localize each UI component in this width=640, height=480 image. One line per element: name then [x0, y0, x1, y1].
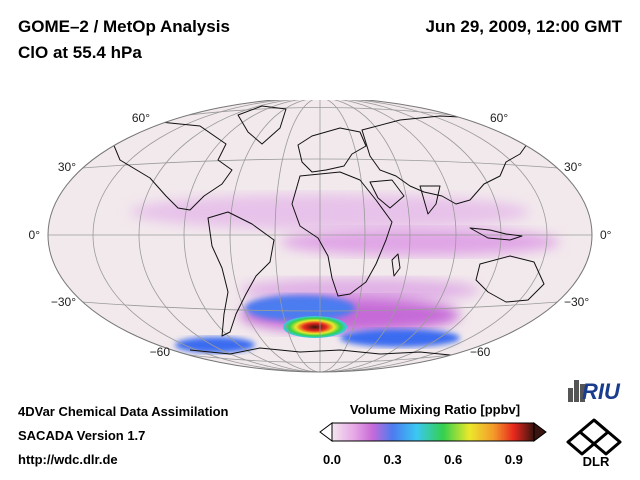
analysis-timestamp: Jun 29, 2009, 12:00 GMT	[425, 17, 622, 36]
colorbar	[319, 422, 547, 442]
world-map: 60° 30° 0° −30° −60 60° 30° 0° −30° −60	[0, 97, 640, 380]
coast-madagascar	[391, 253, 401, 277]
equatorial-band	[280, 228, 560, 256]
vortex-blue-far-west	[175, 337, 255, 353]
colorbar-tick-0: 0.0	[322, 452, 342, 467]
coast-europe	[297, 127, 367, 173]
footer-url[interactable]: http://wdc.dlr.de	[18, 452, 118, 467]
title-line-2: ClO at 55.4 hPa	[18, 43, 142, 62]
meridian-30	[274, 98, 366, 372]
vortex-blue-east	[340, 329, 460, 347]
vortex-blue-west	[245, 295, 355, 321]
hammer-projection-map: 60° 30° 0° −30° −60 60° 30° 0° −30° −60	[29, 97, 612, 373]
coast-africa	[291, 171, 393, 297]
title-line-1: GOME–2 / MetOp Analysis	[18, 17, 230, 36]
meridian-150	[92, 98, 548, 372]
riu-logo: RIU	[568, 379, 621, 404]
coast-south-america	[207, 211, 275, 337]
dlr-logo: DLR	[566, 418, 622, 468]
colorbar-gradient	[331, 422, 535, 442]
footer-assimilation: 4DVar Chemical Data Assimilation	[18, 404, 229, 419]
lat-label-west-0: 0°	[29, 228, 41, 242]
meridian-60	[229, 98, 411, 372]
lat-label-west-60n: 60°	[132, 111, 150, 125]
coast-australia	[475, 255, 545, 303]
coast-indonesia	[469, 227, 523, 241]
lat-label-west-30s: −30°	[51, 295, 76, 309]
lat-label-east-30s: −30°	[564, 295, 589, 309]
colorbar-tick-2: 0.6	[444, 452, 463, 467]
latitude-labels-west: 60° 30° 0° −30° −60	[29, 111, 171, 359]
coast-antarctica	[189, 347, 481, 357]
coast-arabia	[369, 179, 405, 209]
lat-label-east-60n: 60°	[490, 111, 508, 125]
colorbar-min-arrow	[319, 422, 333, 442]
coast-north-america	[109, 121, 233, 211]
clo-field	[130, 194, 560, 353]
colorbar-title: Volume Mixing Ratio [ppbv]	[349, 402, 521, 417]
riu-logo-text: RIU	[582, 379, 621, 404]
colorbar-max-arrow	[533, 422, 547, 442]
clo-hotspot	[283, 316, 347, 338]
lat-label-east-60s: −60	[470, 345, 491, 359]
coast-india	[419, 185, 441, 215]
footer-version: SACADA Version 1.7	[18, 428, 146, 443]
lat-label-east-0: 0°	[600, 228, 612, 242]
meridian-120	[138, 98, 502, 372]
tropical-band	[130, 194, 530, 230]
colorbar-tick-1: 0.3	[383, 452, 402, 467]
coast-greenland	[237, 105, 287, 145]
lat-label-east-30n: 30°	[564, 160, 582, 174]
latitude-labels-east: 60° 30° 0° −30° −60	[470, 111, 612, 359]
lat-label-west-60s: −60	[150, 345, 171, 359]
graticule	[48, 98, 592, 372]
dlr-logo-text: DLR	[583, 454, 610, 468]
meridian-90	[183, 98, 457, 372]
product-title: GOME–2 / MetOp Analysis ClO at 55.4 hPa	[18, 14, 230, 66]
lat-label-west-30n: 30°	[58, 160, 76, 174]
colorbar-tick-3: 0.9	[504, 452, 523, 467]
